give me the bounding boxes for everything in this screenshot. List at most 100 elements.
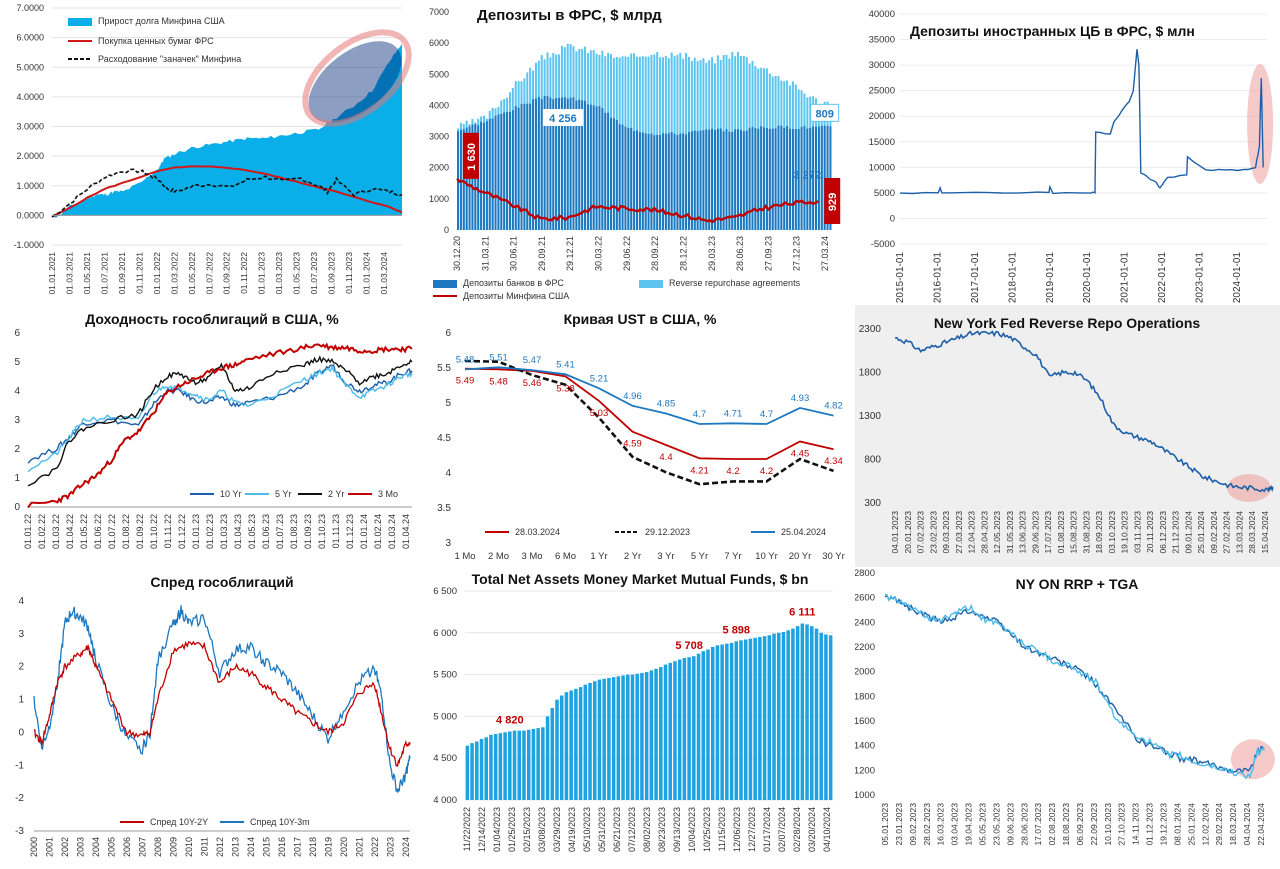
rrp-xtick: 01.08.2023: [1056, 511, 1066, 554]
ust-xtick: 7 Yr: [724, 551, 741, 562]
fed-xtick: 27.12.23: [792, 236, 802, 271]
fed-label-box: [462, 132, 479, 179]
fcb-xtick: 2019-01-01: [1045, 252, 1056, 304]
mmf-bar: [748, 638, 753, 800]
yields-xtick: 01.03.22: [51, 514, 61, 549]
bank-deposits-bar: [763, 127, 766, 230]
bank-deposits-bar: [532, 99, 535, 230]
mmf-bar: [512, 730, 517, 800]
bank-deposits-bar: [494, 115, 497, 230]
ust-label-red: 4.2: [726, 466, 739, 477]
spread-xtick: 2009: [169, 837, 179, 857]
rrp-ytick: 1300: [859, 411, 882, 422]
spread-xtick: 2016: [277, 837, 287, 857]
mmf-xtick: 01/17/2024: [762, 807, 772, 852]
bank-deposits-bar: [713, 130, 716, 230]
ust-curve-chart: Кривая UST в США, % 3 3.5 4 4.5 5 5.5 6 1 Mo 2 M…: [437, 311, 845, 562]
panel-debt-chart: -1.0000 0.0000 1.0000 2.0000 3.0000 4.0000 5.0…: [0, 0, 425, 300]
mmf-xtick: 12/14/2022: [477, 807, 487, 852]
mmf-xtick: 05/31/2023: [597, 807, 607, 852]
bank-deposits-bar: [485, 121, 488, 230]
bank-deposits-bar: [716, 128, 719, 230]
spread-xtick: 2014: [246, 837, 256, 857]
bank-deposits-bar: [774, 128, 777, 230]
rt-xtick: 17.07.2023: [1033, 803, 1043, 846]
mmf-value-label: 6 111: [789, 607, 815, 619]
rrp-xtick: 09.01.2024: [1183, 511, 1193, 554]
spread-xtick: 2013: [231, 837, 241, 857]
fcb-ytick: 30000: [869, 60, 895, 71]
foreign-cb-chart: Депозиты иностранных ЦБ в ФРС, $ млн -50…: [869, 9, 1274, 304]
yields-xtick: 01.12.22: [177, 514, 187, 549]
bank-deposits-bar: [702, 130, 705, 230]
ust-xtick: 3 Mo: [521, 551, 542, 562]
rt-xtick: 04.04.2024: [1242, 803, 1252, 846]
fed-value-label: 809: [815, 108, 833, 120]
rt-xtick: 28.06.2023: [1019, 803, 1029, 846]
rrp-ytick: 300: [864, 498, 881, 509]
mmf-ytick: 5 000: [433, 711, 457, 722]
fed-legend-rrp-label: Reverse repurchase agreements: [669, 278, 801, 288]
spread-ytick: -1: [15, 760, 24, 771]
debt-legend-growth-swatch: [68, 18, 92, 26]
yields-xtick: 01.10.23: [317, 514, 327, 549]
bank-deposits-bar: [797, 128, 800, 230]
mmf-bar: [673, 661, 677, 800]
fed-xtick: 28.06.23: [735, 236, 745, 271]
mmf-bar: [607, 677, 611, 800]
yields-xtick: 01.09.23: [303, 514, 313, 549]
rt-xtick: 25.01.2024: [1186, 803, 1196, 846]
ust-legend-1-label: 29.12.2023: [645, 527, 690, 537]
fcb-xtick: 2015-01-01: [895, 252, 906, 304]
fed-label-box: [542, 109, 583, 126]
ust-label-blue: 4.7: [693, 409, 706, 420]
spread-xtick: 2007: [138, 837, 148, 857]
debt-xtick: 01.09.2022: [222, 252, 232, 295]
bank-deposits-bar: [465, 127, 468, 230]
debt-growth-area: [52, 43, 402, 218]
mmf-bar: [635, 673, 639, 800]
bank-deposits-bar: [529, 103, 532, 230]
ust-legend-0-label: 28.03.2024: [515, 527, 560, 537]
bank-deposits-bar: [722, 131, 725, 230]
fed-value-label: 929: [827, 193, 839, 211]
ust-xtick: 6 Mo: [555, 551, 576, 562]
yields-xtick: 01.04.24: [401, 514, 411, 549]
yields-xtick: 01.05.23: [247, 514, 257, 549]
mmf-bar: [545, 716, 550, 800]
mmf-xtick: 10/25/2023: [702, 807, 712, 852]
ust-label-blue: 4.93: [791, 393, 810, 404]
ust-label-red: 5.46: [523, 378, 542, 389]
spread-ytick: 3: [18, 629, 24, 640]
mmf-bar: [677, 659, 682, 800]
ust-curve-title: Кривая UST в США, %: [564, 311, 717, 327]
yields-ytick: 3: [14, 415, 20, 426]
mmf-xtick: 07/12/2023: [627, 807, 637, 852]
mmf-bar: [800, 623, 805, 800]
bank-deposits-bar: [552, 99, 555, 230]
debt-xtick: 01.05.2022: [187, 252, 197, 295]
ust-label-blue: 4.96: [623, 391, 642, 402]
ust-xtick: 20 Yr: [789, 551, 812, 562]
ust-xtick: 1 Mo: [454, 551, 475, 562]
bank-deposits-bar: [754, 127, 757, 230]
bank-deposits-bar: [687, 132, 690, 230]
bank-deposits-bar: [803, 125, 806, 230]
rt-xtick: 19.12.2023: [1159, 803, 1169, 846]
mmf-bar: [687, 657, 691, 800]
yields-xtick: 01.11.23: [331, 514, 341, 548]
rrp-tga-line-1: [884, 593, 1265, 780]
mmf-title: Total Net Assets Money Market Mutual Fun…: [472, 571, 809, 587]
ust-label-blue: 4.71: [724, 408, 743, 419]
yields-line-2: [27, 355, 413, 487]
debt-legend-growth-label: Прирост долга Минфина США: [98, 16, 225, 26]
mmf-bar: [767, 635, 772, 800]
bank-deposits-bar: [659, 134, 662, 230]
yields-line-0: [27, 364, 413, 464]
spread-ytick: 4: [18, 596, 24, 607]
ust-label-red: 5.49: [456, 376, 475, 387]
ny-rrp-line: [894, 330, 1274, 493]
fcb-ytick: 25000: [869, 86, 895, 97]
rt-xtick: 14.11.2023: [1131, 803, 1141, 845]
yields-legend-2-label: 2 Yr: [328, 489, 344, 499]
